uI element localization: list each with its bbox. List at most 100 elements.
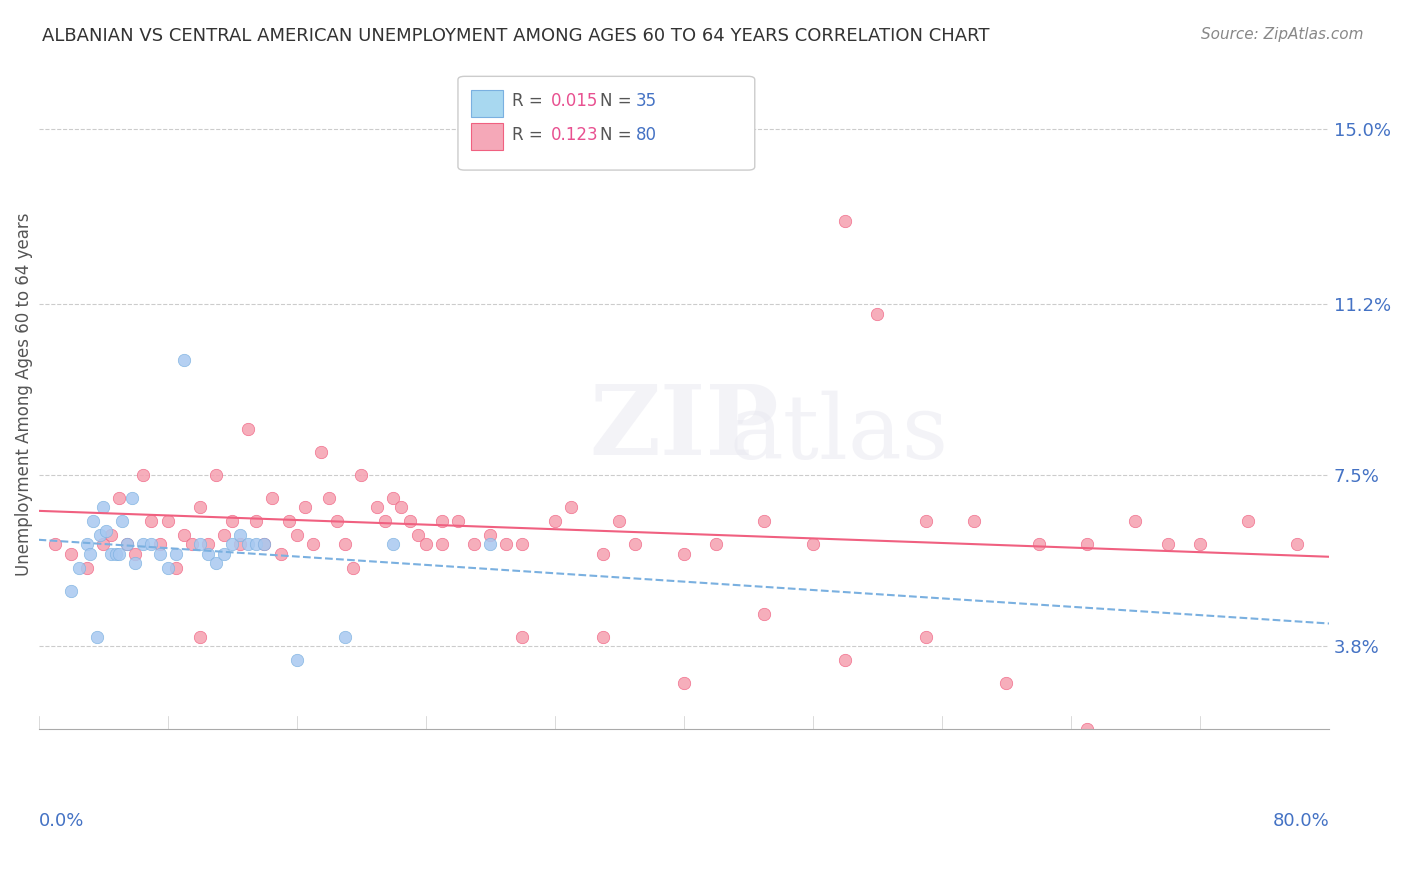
Point — [350, 468, 373, 483]
Point — [463, 537, 485, 551]
Point — [1076, 722, 1098, 736]
Point — [245, 514, 267, 528]
Point — [995, 676, 1018, 690]
Point — [1285, 537, 1308, 551]
Point — [382, 491, 405, 506]
Point — [754, 607, 776, 621]
Point — [253, 537, 276, 551]
Point — [156, 514, 179, 528]
Point — [391, 500, 413, 515]
Text: atlas: atlas — [730, 391, 948, 478]
Point — [262, 491, 284, 506]
Point — [285, 653, 308, 667]
Point — [479, 528, 502, 542]
Point — [834, 653, 856, 667]
Point — [67, 560, 90, 574]
Point — [592, 547, 614, 561]
Point — [374, 514, 396, 528]
Point — [212, 528, 235, 542]
Point — [229, 537, 252, 551]
Point — [963, 514, 986, 528]
Y-axis label: Unemployment Among Ages 60 to 64 years: Unemployment Among Ages 60 to 64 years — [15, 212, 32, 576]
Point — [124, 556, 146, 570]
Point — [173, 528, 195, 542]
Point — [1076, 537, 1098, 551]
Text: N =: N = — [600, 126, 631, 144]
Point — [592, 630, 614, 644]
FancyBboxPatch shape — [471, 90, 503, 117]
Point — [148, 537, 170, 551]
Point — [205, 468, 228, 483]
Point — [495, 537, 517, 551]
Point — [866, 307, 889, 321]
Point — [1157, 537, 1180, 551]
Point — [117, 537, 139, 551]
Point — [197, 547, 219, 561]
Point — [834, 214, 856, 228]
Point — [124, 547, 146, 561]
Point — [108, 547, 131, 561]
Text: N =: N = — [600, 92, 631, 110]
Point — [91, 500, 114, 515]
Point — [221, 537, 243, 551]
Point — [76, 537, 98, 551]
Point — [117, 537, 139, 551]
Text: ZIP: ZIP — [589, 381, 779, 475]
Point — [479, 537, 502, 551]
Point — [180, 537, 202, 551]
Point — [141, 514, 163, 528]
Point — [801, 537, 824, 551]
Point — [544, 514, 567, 528]
Point — [100, 528, 122, 542]
Text: 80: 80 — [636, 126, 657, 144]
Point — [672, 547, 695, 561]
Point — [704, 537, 727, 551]
Point — [1125, 514, 1147, 528]
Point — [914, 630, 936, 644]
Point — [229, 528, 252, 542]
Point — [173, 352, 195, 367]
Point — [318, 491, 340, 506]
Point — [294, 500, 316, 515]
Point — [44, 537, 66, 551]
Point — [245, 537, 267, 551]
Point — [59, 547, 82, 561]
Point — [165, 547, 187, 561]
Point — [253, 537, 276, 551]
Text: 0.123: 0.123 — [551, 126, 599, 144]
Point — [156, 560, 179, 574]
Point — [132, 468, 155, 483]
Point — [270, 547, 292, 561]
Point — [188, 537, 211, 551]
Point — [1028, 537, 1050, 551]
FancyBboxPatch shape — [471, 123, 503, 150]
Point — [333, 537, 356, 551]
Text: ALBANIAN VS CENTRAL AMERICAN UNEMPLOYMENT AMONG AGES 60 TO 64 YEARS CORRELATION : ALBANIAN VS CENTRAL AMERICAN UNEMPLOYMEN… — [42, 27, 990, 45]
Point — [512, 630, 534, 644]
Point — [221, 514, 243, 528]
Point — [430, 537, 453, 551]
Point — [89, 528, 111, 542]
Text: R =: R = — [512, 126, 543, 144]
Text: 35: 35 — [636, 92, 657, 110]
Point — [342, 560, 364, 574]
Point — [86, 630, 108, 644]
Point — [560, 500, 582, 515]
Point — [104, 547, 127, 561]
Point — [309, 445, 332, 459]
Point — [111, 514, 134, 528]
Point — [607, 514, 630, 528]
Point — [100, 547, 122, 561]
Point — [188, 500, 211, 515]
Text: Source: ZipAtlas.com: Source: ZipAtlas.com — [1201, 27, 1364, 42]
Point — [238, 422, 260, 436]
Point — [382, 537, 405, 551]
Text: R =: R = — [512, 92, 543, 110]
Point — [188, 630, 211, 644]
Point — [76, 560, 98, 574]
Point — [415, 537, 437, 551]
Point — [366, 500, 388, 515]
Text: 0.0%: 0.0% — [38, 813, 84, 830]
Point — [96, 524, 118, 538]
Point — [197, 537, 219, 551]
